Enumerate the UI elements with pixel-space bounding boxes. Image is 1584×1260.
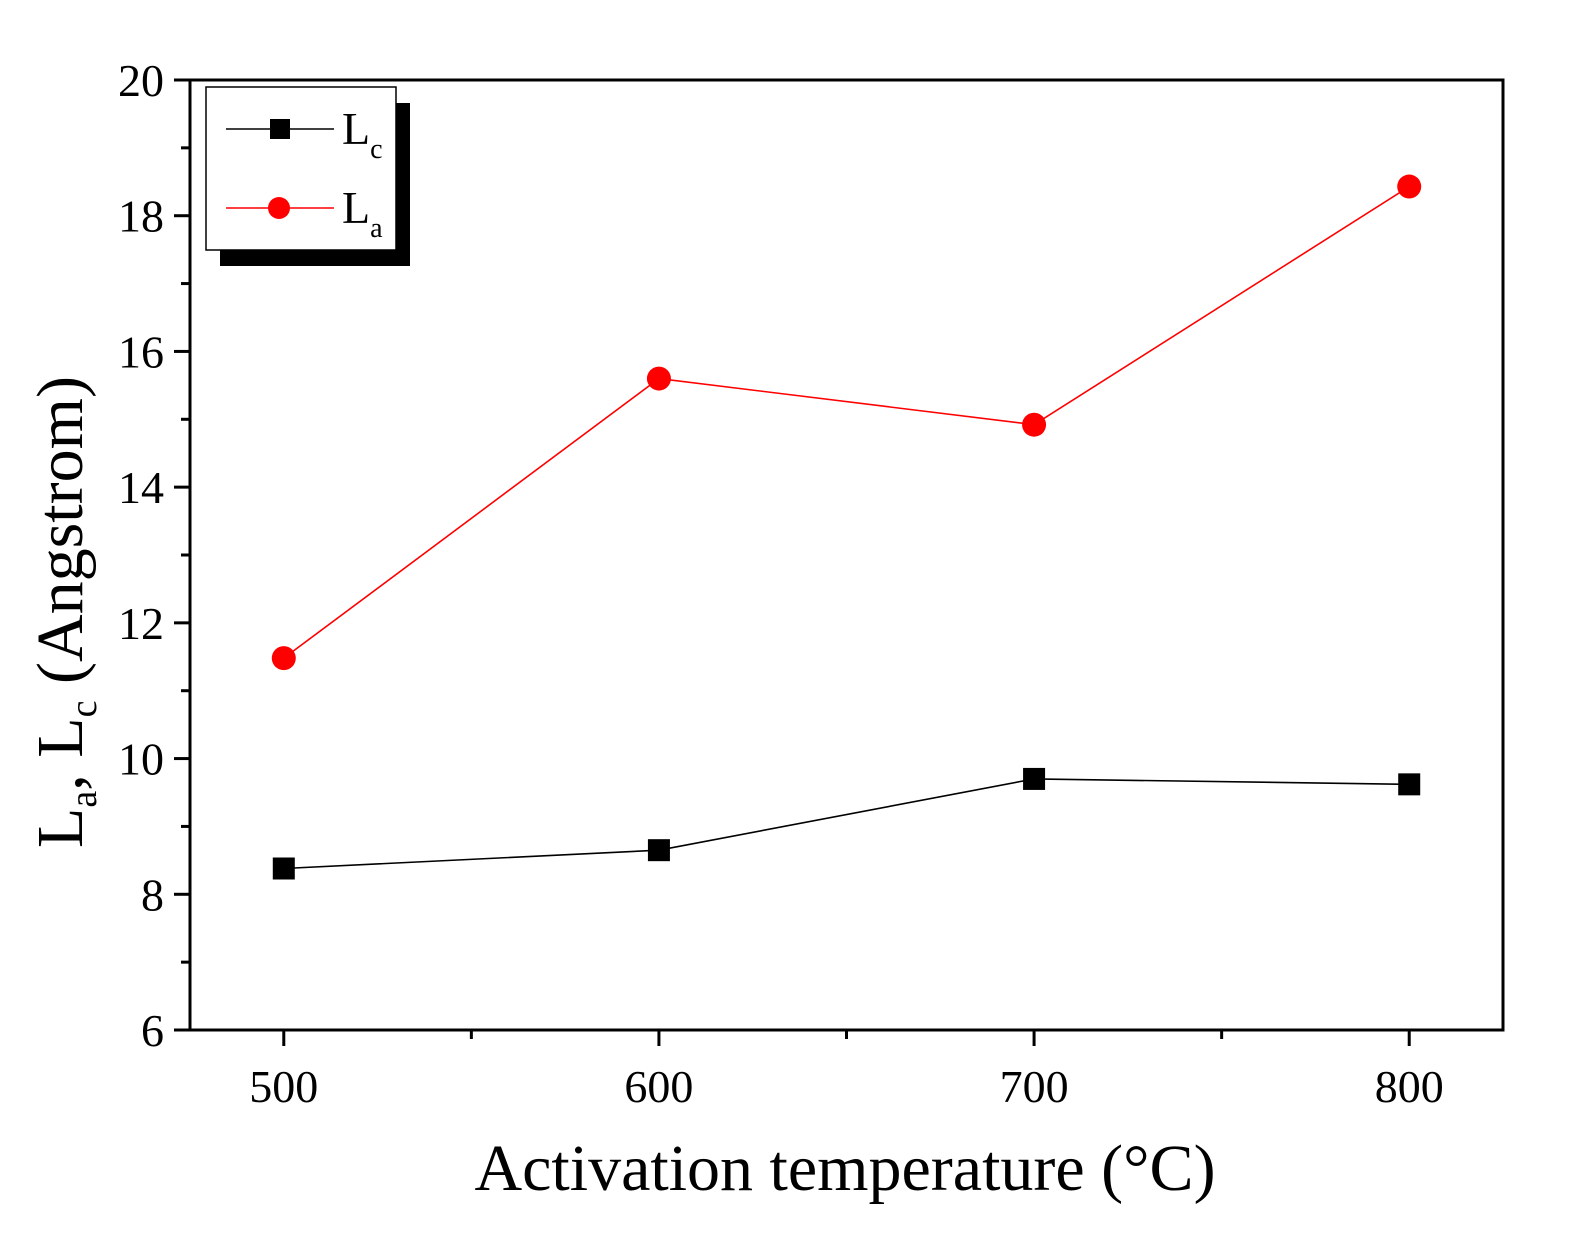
y-tick-label-20: 20 — [118, 55, 164, 106]
y-tick-label-10: 10 — [118, 734, 164, 785]
legend-box — [205, 86, 397, 251]
y-axis-title-sub-c: c — [63, 701, 105, 718]
x-axis-title: Activation temperature (°C) — [474, 1132, 1215, 1205]
series-layer — [271, 174, 1422, 880]
y-tick-label-6: 6 — [141, 1005, 164, 1056]
y-tick-label-12: 12 — [118, 598, 164, 649]
legend-marker-lc — [270, 119, 290, 139]
legend-label-lc-main: L — [342, 103, 370, 154]
legend: Lc La — [205, 86, 410, 266]
y-axis-title-part-3: (Angstrom) — [24, 376, 97, 700]
x-tick-label-500: 500 — [249, 1061, 318, 1112]
point-lc-600 — [647, 839, 670, 862]
x-tick-label-600: 600 — [624, 1061, 693, 1112]
point-la-500 — [271, 646, 296, 671]
legend-entry-lc: Lc — [226, 103, 383, 165]
series-line-lc — [283, 778, 1410, 870]
y-axis-title-part-1: L — [24, 808, 97, 848]
point-la-700 — [1022, 412, 1047, 437]
y-tick-label-18: 18 — [118, 191, 164, 242]
point-la-600 — [646, 366, 671, 391]
y-axis-title-part-2: , L — [24, 717, 97, 790]
axes-ticks: 6 8 10 12 14 16 18 20 500 600 700 800 — [118, 55, 1444, 1112]
legend-label-lc: Lc — [342, 103, 383, 165]
x-tick-label-800: 800 — [1375, 1061, 1444, 1112]
series-line-la — [283, 185, 1410, 659]
legend-label-lc-sub: c — [370, 134, 382, 165]
x-tick-label-700: 700 — [1000, 1061, 1069, 1112]
legend-marker-la — [268, 197, 290, 219]
legend-entry-la: La — [226, 182, 383, 244]
point-lc-800 — [1398, 773, 1421, 796]
point-lc-700 — [1023, 767, 1046, 790]
y-tick-label-14: 14 — [118, 462, 164, 513]
point-la-800 — [1397, 174, 1422, 199]
y-axis-title-sub-a: a — [63, 791, 105, 808]
point-lc-500 — [272, 857, 295, 880]
y-tick-label-16: 16 — [118, 326, 164, 377]
legend-label-la: La — [342, 182, 383, 244]
legend-label-la-sub: a — [370, 213, 383, 244]
y-tick-label-8: 8 — [141, 869, 164, 920]
y-axis-title: La, Lc (Angstrom) — [24, 376, 105, 848]
legend-label-la-main: L — [342, 182, 370, 233]
